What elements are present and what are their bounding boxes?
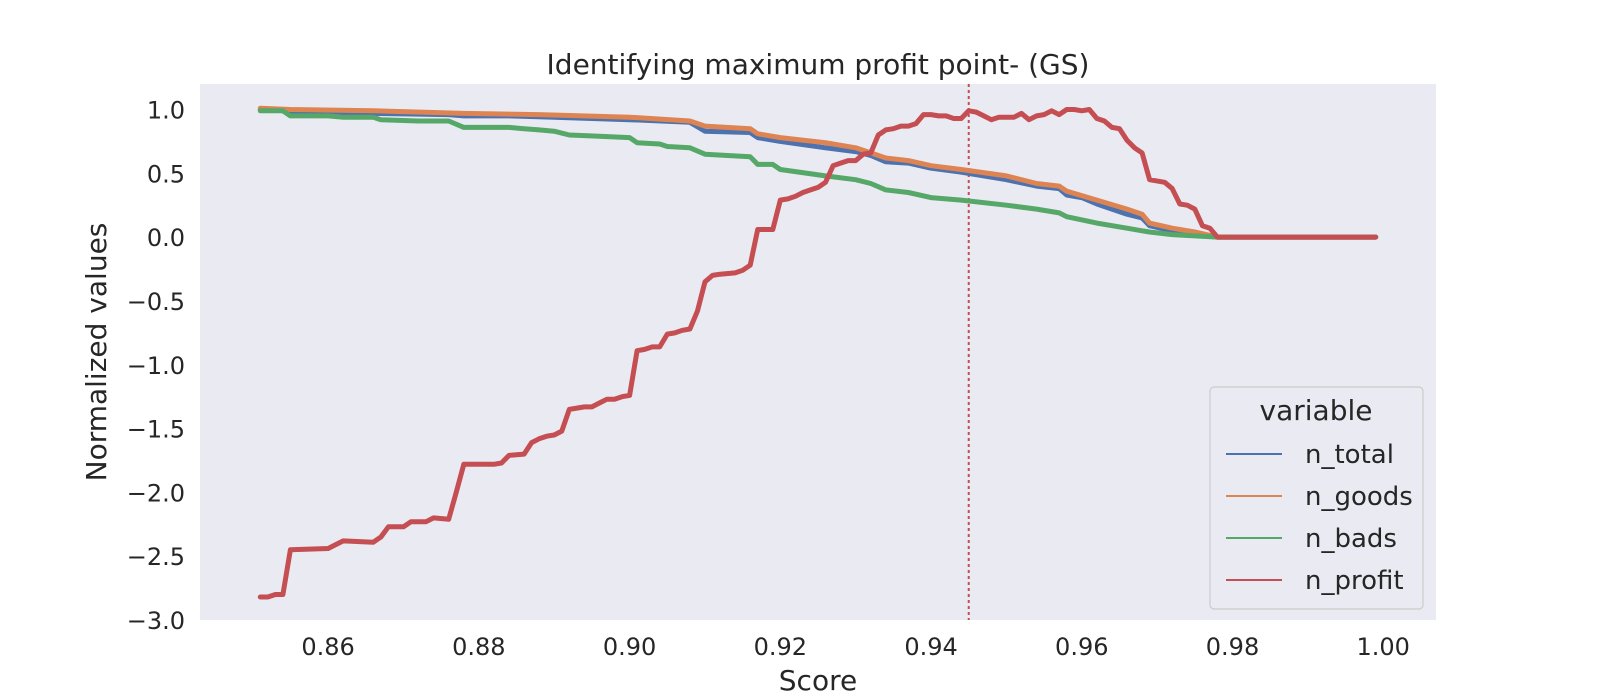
- legend: variable n_total n_goods n_bads n_profit: [1209, 386, 1424, 610]
- x-tick-label: 0.90: [603, 633, 656, 661]
- series-line-n-profit: [257, 107, 1379, 600]
- y-tick-label: −2.0: [127, 479, 185, 507]
- legend-entry-n-goods: n_goods: [1226, 482, 1413, 512]
- x-axis-label: Score: [779, 664, 857, 697]
- legend-label: n_total: [1305, 440, 1394, 470]
- y-axis-label: Normalized values: [80, 223, 113, 482]
- legend-entry-n-profit: n_profit: [1226, 566, 1404, 596]
- legend-label: n_goods: [1305, 482, 1413, 512]
- y-tick-label: −2.5: [127, 543, 185, 571]
- y-tick-label: −0.5: [127, 288, 185, 316]
- x-tick-label: 0.88: [452, 633, 505, 661]
- y-tick-label: −3.0: [127, 607, 185, 635]
- legend-label: n_profit: [1305, 566, 1404, 596]
- y-tick-label: −1.0: [127, 352, 185, 380]
- series-line-n-bads: [257, 108, 1379, 240]
- y-tick-label: −1.5: [127, 416, 185, 444]
- chart-title: Identifying maximum profit point- (GS): [547, 48, 1090, 81]
- x-tick-label: 1.00: [1357, 633, 1410, 661]
- x-tick-label: 0.92: [754, 633, 807, 661]
- legend-label: n_bads: [1305, 524, 1397, 554]
- x-tick-label: 0.94: [904, 633, 957, 661]
- y-tick-label: 1.0: [147, 97, 185, 125]
- legend-entry-n-bads: n_bads: [1226, 524, 1397, 554]
- legend-entry-n-total: n_total: [1226, 440, 1394, 470]
- x-tick-label: 0.86: [301, 633, 354, 661]
- legend-box: [1209, 386, 1424, 610]
- x-tick-label: 0.96: [1055, 633, 1108, 661]
- y-tick-label: 0.0: [147, 224, 185, 252]
- series-line-n-goods: [257, 105, 1379, 240]
- x-tick-label: 0.98: [1206, 633, 1259, 661]
- legend-title: variable: [1260, 394, 1373, 427]
- y-tick-label: 0.5: [147, 160, 185, 188]
